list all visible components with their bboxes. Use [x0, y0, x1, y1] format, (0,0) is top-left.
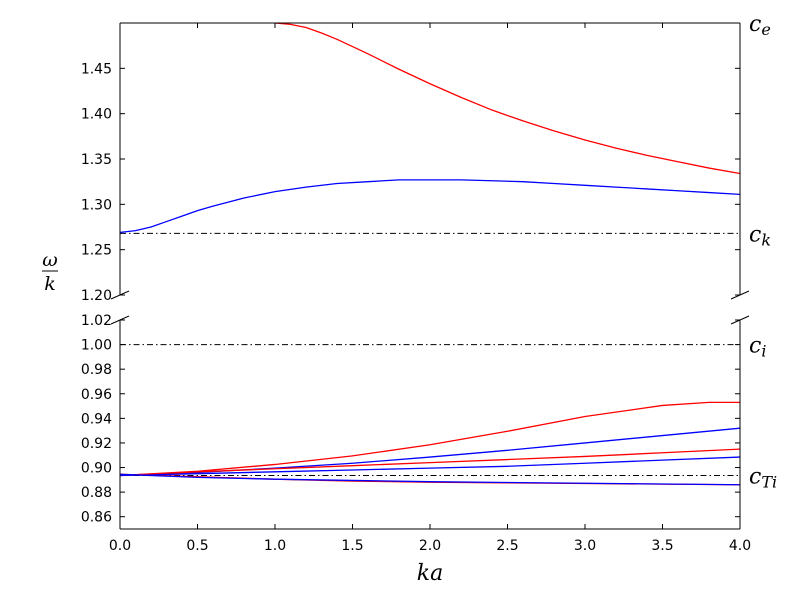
reference-label-cTi: cTi: [749, 465, 777, 492]
x-tick-label: 0.5: [186, 538, 208, 554]
y-axis-label: ω k: [42, 249, 58, 295]
reference-label-main: c: [749, 222, 761, 247]
axis-break-mark: [110, 315, 130, 325]
y-tick-label: 1.25: [81, 243, 112, 259]
x-tick-label: 2.5: [496, 538, 518, 554]
reference-label-ce: ce: [749, 12, 771, 39]
reference-label-sub: i: [761, 342, 766, 361]
y-tick-label: 1.00: [81, 338, 112, 354]
y-tick-label: 1.40: [81, 107, 112, 123]
y-tick-label: 0.86: [81, 510, 112, 526]
reference-label-sub: k: [761, 230, 771, 249]
y-tick-label: 0.90: [81, 461, 112, 477]
x-tick-label: 1.5: [341, 538, 363, 554]
x-tick-label: 4.0: [729, 538, 751, 554]
x-tick-label: 2.0: [419, 538, 441, 554]
reference-label-ci: ci: [749, 334, 766, 361]
y-tick-label: 1.35: [81, 152, 112, 168]
lower-series-line-6: [120, 473, 740, 486]
reference-label-sub: e: [761, 20, 770, 39]
upper-series-line-1: [274, 23, 740, 175]
lower-series-line-1: [120, 401, 740, 477]
y-label-numerator: ω: [42, 249, 58, 271]
axis-break-mark: [730, 290, 750, 300]
lower-series-line-4: [120, 456, 740, 477]
y-tick-label: 0.92: [81, 436, 112, 452]
y-tick-label: 1.20: [81, 288, 112, 304]
x-axis-label: ka: [417, 561, 443, 586]
y-tick-label: 1.02: [81, 313, 112, 329]
reference-label-main: c: [749, 465, 761, 490]
y-tick-label: 1.30: [81, 197, 112, 213]
reference-label-sub: Ti: [761, 473, 777, 492]
reference-label-ck: ck: [749, 222, 771, 249]
x-tick-label: 3.5: [651, 538, 673, 554]
y-tick-label: 1.45: [81, 61, 112, 77]
axis-break-mark: [730, 315, 750, 325]
reference-label-main: c: [749, 12, 761, 37]
upper-series-line-2: [120, 179, 740, 234]
x-tick-label: 1.0: [264, 538, 286, 554]
y-tick-label: 0.96: [81, 387, 112, 403]
y-tick-label: 0.88: [81, 485, 112, 501]
y-tick-label: 0.98: [81, 362, 112, 378]
x-axis: 0.0 0.5 1.0 1.5 2.0 2.5 3.0 3.5 4.0: [109, 538, 751, 554]
lower-panel: cicTi0.860.880.900.920.940.960.981.001.0…: [81, 313, 777, 530]
x-tick-label: 3.0: [574, 538, 596, 554]
reference-label-main: c: [749, 334, 761, 359]
y-tick-label: 0.94: [81, 411, 112, 427]
y-label-denominator: k: [44, 273, 56, 295]
axis-break-mark: [110, 290, 130, 300]
x-tick-label: 0.0: [109, 538, 131, 554]
lower-series-line-3: [120, 448, 740, 477]
